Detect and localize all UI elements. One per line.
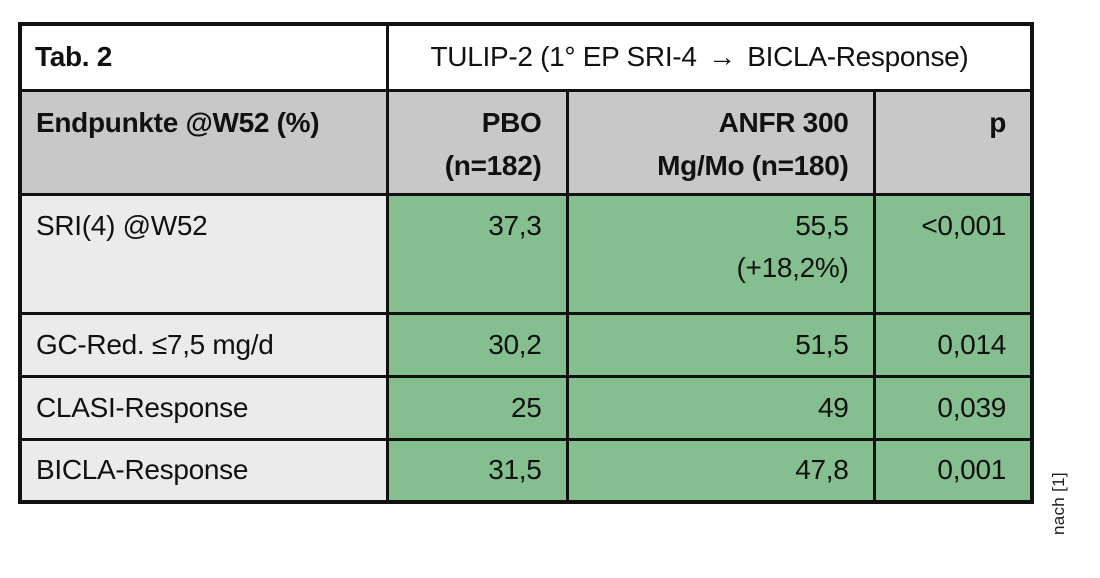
cell-bicla-pbo: 31,5 <box>385 437 569 504</box>
header-anfr-line2: Mg/Mo (n=180) <box>657 149 849 181</box>
table-row: CLASI-Response 25 49 0,039 <box>18 374 1034 441</box>
source-citation: nach [1] <box>1049 472 1068 535</box>
row-label-clasi: CLASI-Response <box>18 374 389 441</box>
table-title: TULIP-2 (1° EP SRI-4 → BICLA-Response) <box>385 22 1034 92</box>
header-pbo-line1: PBO <box>481 106 542 138</box>
table-title-left: TULIP-2 (1° EP SRI-4 <box>430 41 697 73</box>
header-anfr-line1: ANFR 300 <box>718 106 849 138</box>
header-endpoints: Endpunkte @W52 (%) <box>18 88 389 196</box>
header-anfr: ANFR 300 Mg/Mo (n=180) <box>565 88 876 196</box>
cell-clasi-p: 0,039 <box>872 374 1034 441</box>
table-row: GC-Red. ≤7,5 mg/d 30,2 51,5 0,014 <box>18 311 1034 378</box>
table-row: BICLA-Response 31,5 47,8 0,001 <box>18 437 1034 504</box>
cell-sri4-pbo: 37,3 <box>385 192 569 315</box>
cell-bicla-anfr: 47,8 <box>565 437 876 504</box>
cell-clasi-anfr: 49 <box>565 374 876 441</box>
cell-gcred-anfr: 51,5 <box>565 311 876 378</box>
cell-sri4-anfr-value: 55,5 <box>795 209 849 241</box>
cell-sri4-p: <0,001 <box>872 192 1034 315</box>
table-title-right: BICLA-Response) <box>747 41 969 73</box>
header-pbo: PBO (n=182) <box>385 88 569 196</box>
results-table-container: Tab. 2 TULIP-2 (1° EP SRI-4 → BICLA-Resp… <box>18 22 1034 504</box>
results-table: Tab. 2 TULIP-2 (1° EP SRI-4 → BICLA-Resp… <box>18 22 1034 504</box>
cell-sri4-anfr: 55,5 (+18,2%) <box>565 192 876 315</box>
header-p-value: p <box>872 88 1034 196</box>
row-label-bicla: BICLA-Response <box>18 437 389 504</box>
row-label-gcred: GC-Red. ≤7,5 mg/d <box>18 311 389 378</box>
table-header-row: Endpunkte @W52 (%) PBO (n=182) ANFR 300 … <box>18 88 1034 196</box>
table-row: SRI(4) @W52 37,3 55,5 (+18,2%) <0,001 <box>18 192 1034 315</box>
right-arrow-icon: → <box>708 41 736 73</box>
row-label-sri4: SRI(4) @W52 <box>18 192 389 315</box>
cell-bicla-p: 0,001 <box>872 437 1034 504</box>
cell-gcred-p: 0,014 <box>872 311 1034 378</box>
cell-gcred-pbo: 30,2 <box>385 311 569 378</box>
table-tag: Tab. 2 <box>18 22 389 92</box>
table-title-row: Tab. 2 TULIP-2 (1° EP SRI-4 → BICLA-Resp… <box>18 22 1034 92</box>
header-pbo-line2: (n=182) <box>444 149 542 181</box>
cell-clasi-pbo: 25 <box>385 374 569 441</box>
cell-sri4-anfr-note: (+18,2%) <box>736 251 849 283</box>
